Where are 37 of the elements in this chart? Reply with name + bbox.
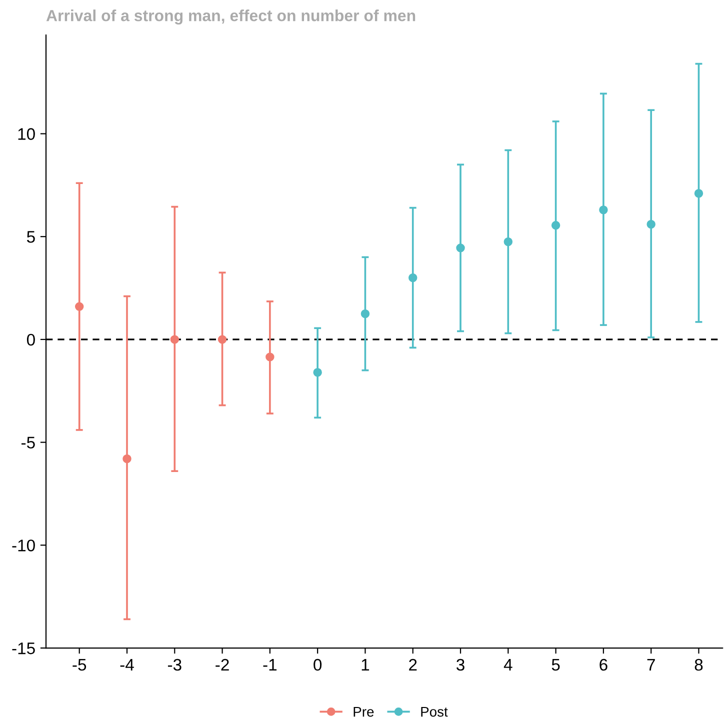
y-tick-label: 5 <box>26 231 35 243</box>
point <box>218 335 227 344</box>
y-tick-label: -5 <box>22 436 35 449</box>
x-tick-label: 6 <box>600 658 608 671</box>
x-tick-label: 0 <box>314 658 322 671</box>
point <box>408 273 418 282</box>
x-tick-label: 8 <box>694 658 703 671</box>
x-tick-label: 2 <box>409 658 417 671</box>
point <box>599 205 608 214</box>
point <box>122 454 132 464</box>
point <box>504 237 513 246</box>
x-tick-label: -3 <box>168 658 182 671</box>
x-tick-label: 5 <box>552 659 560 671</box>
x-tick-label: 3 <box>456 658 464 671</box>
legend-label: Post <box>421 707 448 717</box>
point <box>360 309 370 318</box>
x-tick-label: 1 <box>362 659 370 671</box>
x-tick-label: 4 <box>504 659 512 671</box>
x-tick-label: -4 <box>120 659 134 671</box>
x-tick-label: -2 <box>216 658 229 671</box>
y-tick-label: -10 <box>12 540 35 552</box>
y-tick-label: -15 <box>12 642 35 654</box>
point <box>551 220 560 230</box>
point <box>74 302 84 311</box>
y-tick-label: 10 <box>18 128 35 140</box>
point <box>266 352 274 362</box>
x-tick-label: -5 <box>72 659 86 671</box>
x-tick-label: -1 <box>263 659 277 671</box>
y-tick-label: 0 <box>26 334 35 346</box>
x-tick-label: 7 <box>647 659 655 671</box>
point <box>170 335 180 344</box>
point <box>646 220 656 229</box>
point <box>456 244 465 252</box>
chart-title: Arrival of a strong man, effect on number of men <box>46 10 416 24</box>
point <box>313 368 322 377</box>
legend-label: Pre <box>354 707 374 717</box>
point <box>694 189 704 198</box>
